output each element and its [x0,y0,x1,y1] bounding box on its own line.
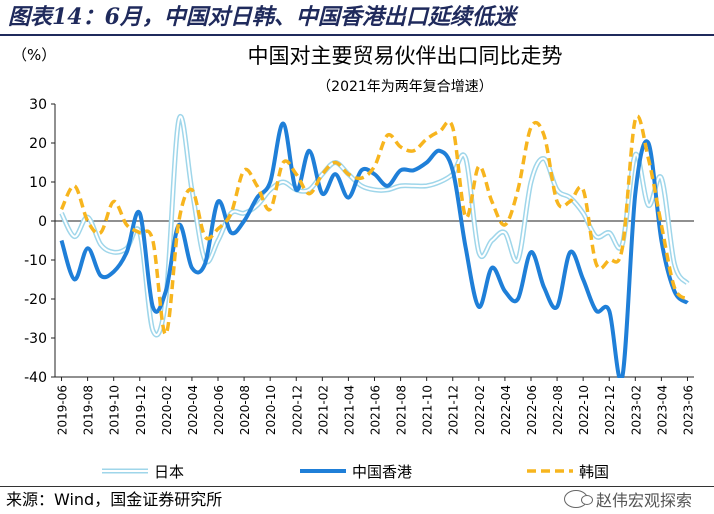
title-divider [0,34,714,36]
source-note: 来源：Wind，国金证券研究所 [0,486,714,514]
y-tick-label: -40 [24,370,47,386]
x-tick-label: 2022-08 [551,385,565,435]
legend-swatch-korea [527,469,573,473]
legend-swatch-hongkong [300,469,346,473]
watermark-text: 赵伟宏观探索 [595,491,692,510]
x-tick-label: 2021-06 [369,385,383,435]
x-tick-label: 2019-06 [56,385,70,435]
legend-item-korea: 韩国 [525,458,609,484]
legend-label-japan: 日本 [154,462,185,481]
x-tick-label: 2020-02 [160,385,174,435]
figure-title: 图表14：6月，中国对日韩、中国香港出口延续低迷 [8,4,516,30]
x-tick-label: 2021-12 [447,385,461,435]
x-tick-label: 2020-04 [186,385,200,435]
x-tick-label: 2022-06 [525,385,539,435]
x-tick-label: 2019-12 [134,385,148,435]
x-tick-label: 2023-02 [629,385,643,435]
x-tick-label: 2021-02 [316,385,330,435]
y-tick-label: 0 [38,214,47,230]
series-line-hongkong [59,121,689,378]
y-axis-unit-label: （%） [12,46,57,64]
x-tick-label: 2023-04 [655,385,669,435]
x-axis: 2019-06 2019-08 2019-10 2019-12 2020-02 2020-… [55,220,695,435]
legend-swatch-japan [102,468,148,474]
legend-item-japan: 日本 [100,458,184,484]
y-axis: 30 20 10 0 -10 -20 -30 -40 [24,97,56,386]
x-tick-label: 2023-06 [681,385,695,435]
series-line-korea [59,114,689,336]
x-tick-label: 2021-10 [421,385,435,435]
line-chart: 30 20 10 0 -10 -20 -30 -40 2019-06 2019-08 2019-1… [24,97,695,435]
chart-title: 中国对主要贸易伙伴出口同比走势 [247,44,563,68]
legend-label-korea: 韩国 [579,462,610,481]
x-tick-label: 2019-08 [82,385,96,435]
wechat-icon [563,490,593,508]
y-tick-label: 30 [29,97,47,113]
chart-subtitle: （2021年为两年复合增速） [317,79,493,95]
x-tick-label: 2020-06 [212,385,226,435]
x-tick-label: 2022-04 [499,385,513,435]
x-tick-label: 2020-10 [264,385,278,435]
x-tick-label: 2021-08 [395,385,409,435]
y-tick-label: -30 [24,331,47,347]
legend-label-hongkong: 中国香港 [352,462,413,481]
y-tick-label: -20 [24,292,47,308]
x-tick-label: 2022-10 [577,385,591,435]
y-tick-label: 10 [29,175,47,191]
legend: 日本 中国香港 韩国 [0,458,714,484]
legend-item-hongkong: 中国香港 [298,458,412,484]
x-tick-label: 2022-12 [603,385,617,435]
x-tick-label: 2020-08 [238,385,252,435]
x-tick-label: 2021-04 [342,385,356,435]
x-tick-label: 2019-10 [108,385,122,435]
y-tick-label: 20 [29,136,47,152]
plot-area [59,114,690,378]
x-tick-label: 2020-12 [290,385,304,435]
y-tick-label: -10 [24,253,47,269]
watermark: 赵伟宏观探索 [563,487,692,511]
x-tick-label: 2022-02 [473,385,487,435]
